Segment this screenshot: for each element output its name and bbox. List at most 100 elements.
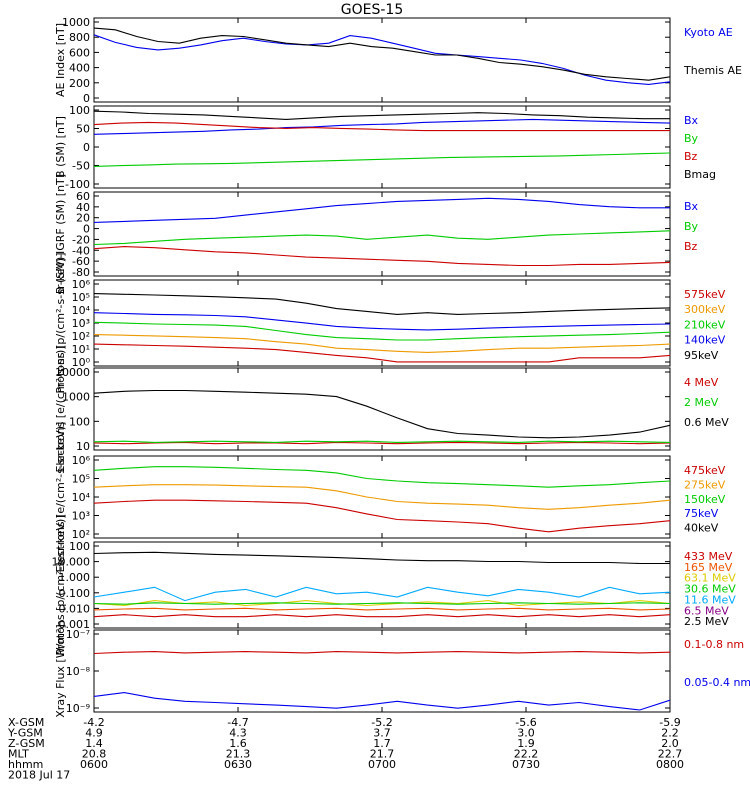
y-tick-label: 400 bbox=[69, 62, 90, 75]
legend-entry: 30.6 MeV bbox=[684, 583, 736, 596]
legend-entry: Bz bbox=[684, 240, 698, 253]
y-axis-label: Electrons [e/(cm²-s-sr)] bbox=[54, 345, 67, 472]
footer-value: 1.9 bbox=[517, 737, 535, 750]
legend-entry: 140keV bbox=[684, 334, 726, 347]
series-line bbox=[93, 343, 671, 363]
footer-row-label: MLT bbox=[8, 748, 29, 761]
series-line bbox=[93, 692, 671, 711]
y-tick-label: 200 bbox=[69, 77, 90, 90]
series-line bbox=[93, 321, 671, 341]
panel-frame bbox=[93, 629, 671, 713]
y-tick-label: 10000 bbox=[55, 366, 90, 379]
y-axis-label: Xray Flux [W/m²] bbox=[54, 624, 67, 717]
y-axis-label: AE Index [nT] bbox=[54, 23, 67, 97]
y-axis-label: B (SM) [nT] bbox=[54, 116, 67, 178]
footer-row-label: X-GSM bbox=[8, 716, 44, 729]
series-line bbox=[93, 334, 671, 353]
y-tick-label: 0 bbox=[83, 92, 90, 105]
panel-6: 10⁶ 10⁵ 10⁴ 10³ 10² Electrons [e/(cm²-s-sr-ke… bbox=[54, 422, 726, 573]
y-tick-label: 10⁰ bbox=[72, 356, 91, 369]
y-tick-label: 0.100 bbox=[59, 587, 91, 600]
legend-entry: 0.05-0.4 nm bbox=[684, 676, 750, 689]
footer-value: 3.0 bbox=[517, 727, 535, 740]
y-tick-label: 10⁶ bbox=[72, 278, 91, 291]
legend-entry: 210keV bbox=[684, 318, 726, 331]
legend-entry: 433 MeV bbox=[684, 550, 733, 563]
y-tick-label: 0 bbox=[83, 141, 90, 154]
footer-value: -5.9 bbox=[659, 716, 680, 729]
panel-5: 10000 1000 100 10 Electrons [e/(cm²-s-sr)] 4 … bbox=[54, 345, 729, 472]
footer-value: 0730 bbox=[512, 758, 540, 771]
y-tick-label: 10³ bbox=[72, 317, 90, 330]
series-line bbox=[93, 602, 671, 605]
legend-entry: Kyoto AE bbox=[684, 26, 733, 39]
y-tick-label: 10.000 bbox=[52, 556, 91, 569]
legend-entry: 300keV bbox=[684, 303, 726, 316]
series-line bbox=[93, 484, 671, 510]
footer-value: 0700 bbox=[368, 758, 396, 771]
footer-value: 4.3 bbox=[229, 727, 247, 740]
footer-value: 1.7 bbox=[373, 737, 391, 750]
y-tick-label: 100 bbox=[69, 540, 90, 553]
y-tick-label: 1000 bbox=[62, 16, 90, 29]
legend-entry: 6.5 MeV bbox=[684, 604, 729, 617]
y-tick-label: -80 bbox=[72, 266, 90, 279]
footer-value: 0630 bbox=[224, 758, 252, 771]
legend-entry: Bz bbox=[684, 150, 698, 163]
legend-entry: 2.5 MeV bbox=[684, 615, 729, 628]
legend-entry: Themis AE bbox=[683, 64, 742, 77]
footer-value: 1.4 bbox=[85, 737, 103, 750]
footer-value: 1.6 bbox=[229, 737, 247, 750]
panel-frame bbox=[93, 17, 671, 103]
panel-frame bbox=[93, 279, 671, 367]
y-tick-label: 10² bbox=[72, 330, 90, 343]
footer-value: -4.7 bbox=[227, 716, 248, 729]
y-tick-label: 10⁵ bbox=[72, 291, 90, 304]
legend-entry: 63.1 MeV bbox=[684, 572, 736, 585]
legend-entry: 275keV bbox=[684, 478, 726, 491]
y-tick-label: 10⁻⁹ bbox=[66, 702, 90, 715]
legend-entry: 165 MeV bbox=[684, 561, 733, 574]
footer-value: 21.7 bbox=[370, 748, 395, 761]
legend-entry: 150keV bbox=[684, 493, 726, 506]
y-tick-label: 1.000 bbox=[59, 571, 91, 584]
series-line bbox=[93, 152, 671, 167]
footer-value: 22.2 bbox=[514, 748, 539, 761]
series-line bbox=[93, 197, 670, 223]
y-tick-label: 10² bbox=[72, 528, 90, 541]
footer-row-label: Z-GSM bbox=[8, 737, 45, 750]
series-line bbox=[93, 614, 671, 618]
y-tick-label: 50 bbox=[76, 123, 90, 136]
series-line bbox=[93, 34, 671, 85]
footer-value: -5.2 bbox=[371, 716, 392, 729]
y-tick-label: 600 bbox=[69, 46, 90, 59]
series-line bbox=[93, 121, 670, 132]
y-axis-label: Protons [p/(cm²-s-sr-keV)] bbox=[54, 514, 67, 655]
figure-title: GOES-15 bbox=[341, 2, 403, 18]
legend-entry: 0.6 MeV bbox=[684, 416, 729, 429]
panel-1: 1000 800 600 400 200 0 AE Index [nT] Kyoto AE Th… bbox=[54, 16, 742, 105]
y-tick-label: 10⁶ bbox=[72, 454, 91, 467]
y-tick-label: 10⁴ bbox=[72, 304, 91, 317]
series-line bbox=[93, 27, 671, 81]
legend-entry: 75keV bbox=[684, 507, 719, 520]
series-line bbox=[93, 440, 671, 443]
footer-date: 2018 Jul 17 bbox=[8, 769, 70, 782]
y-axis-label: Electrons [e/(cm²-s-sr-keV)] bbox=[54, 422, 67, 573]
y-tick-label: 10¹ bbox=[72, 343, 90, 356]
legend-entry: 95keV bbox=[684, 349, 719, 362]
series-line bbox=[93, 499, 671, 533]
y-tick-label: 10 bbox=[76, 440, 90, 453]
footer-value: -5.6 bbox=[515, 716, 536, 729]
footer-value: 20.8 bbox=[82, 748, 107, 761]
footer-value: 21.3 bbox=[226, 748, 251, 761]
y-tick-label: 100 bbox=[69, 104, 90, 117]
footer-value: 3.7 bbox=[373, 727, 391, 740]
y-tick-label: -20 bbox=[72, 233, 90, 246]
footer-value: 0800 bbox=[656, 758, 684, 771]
